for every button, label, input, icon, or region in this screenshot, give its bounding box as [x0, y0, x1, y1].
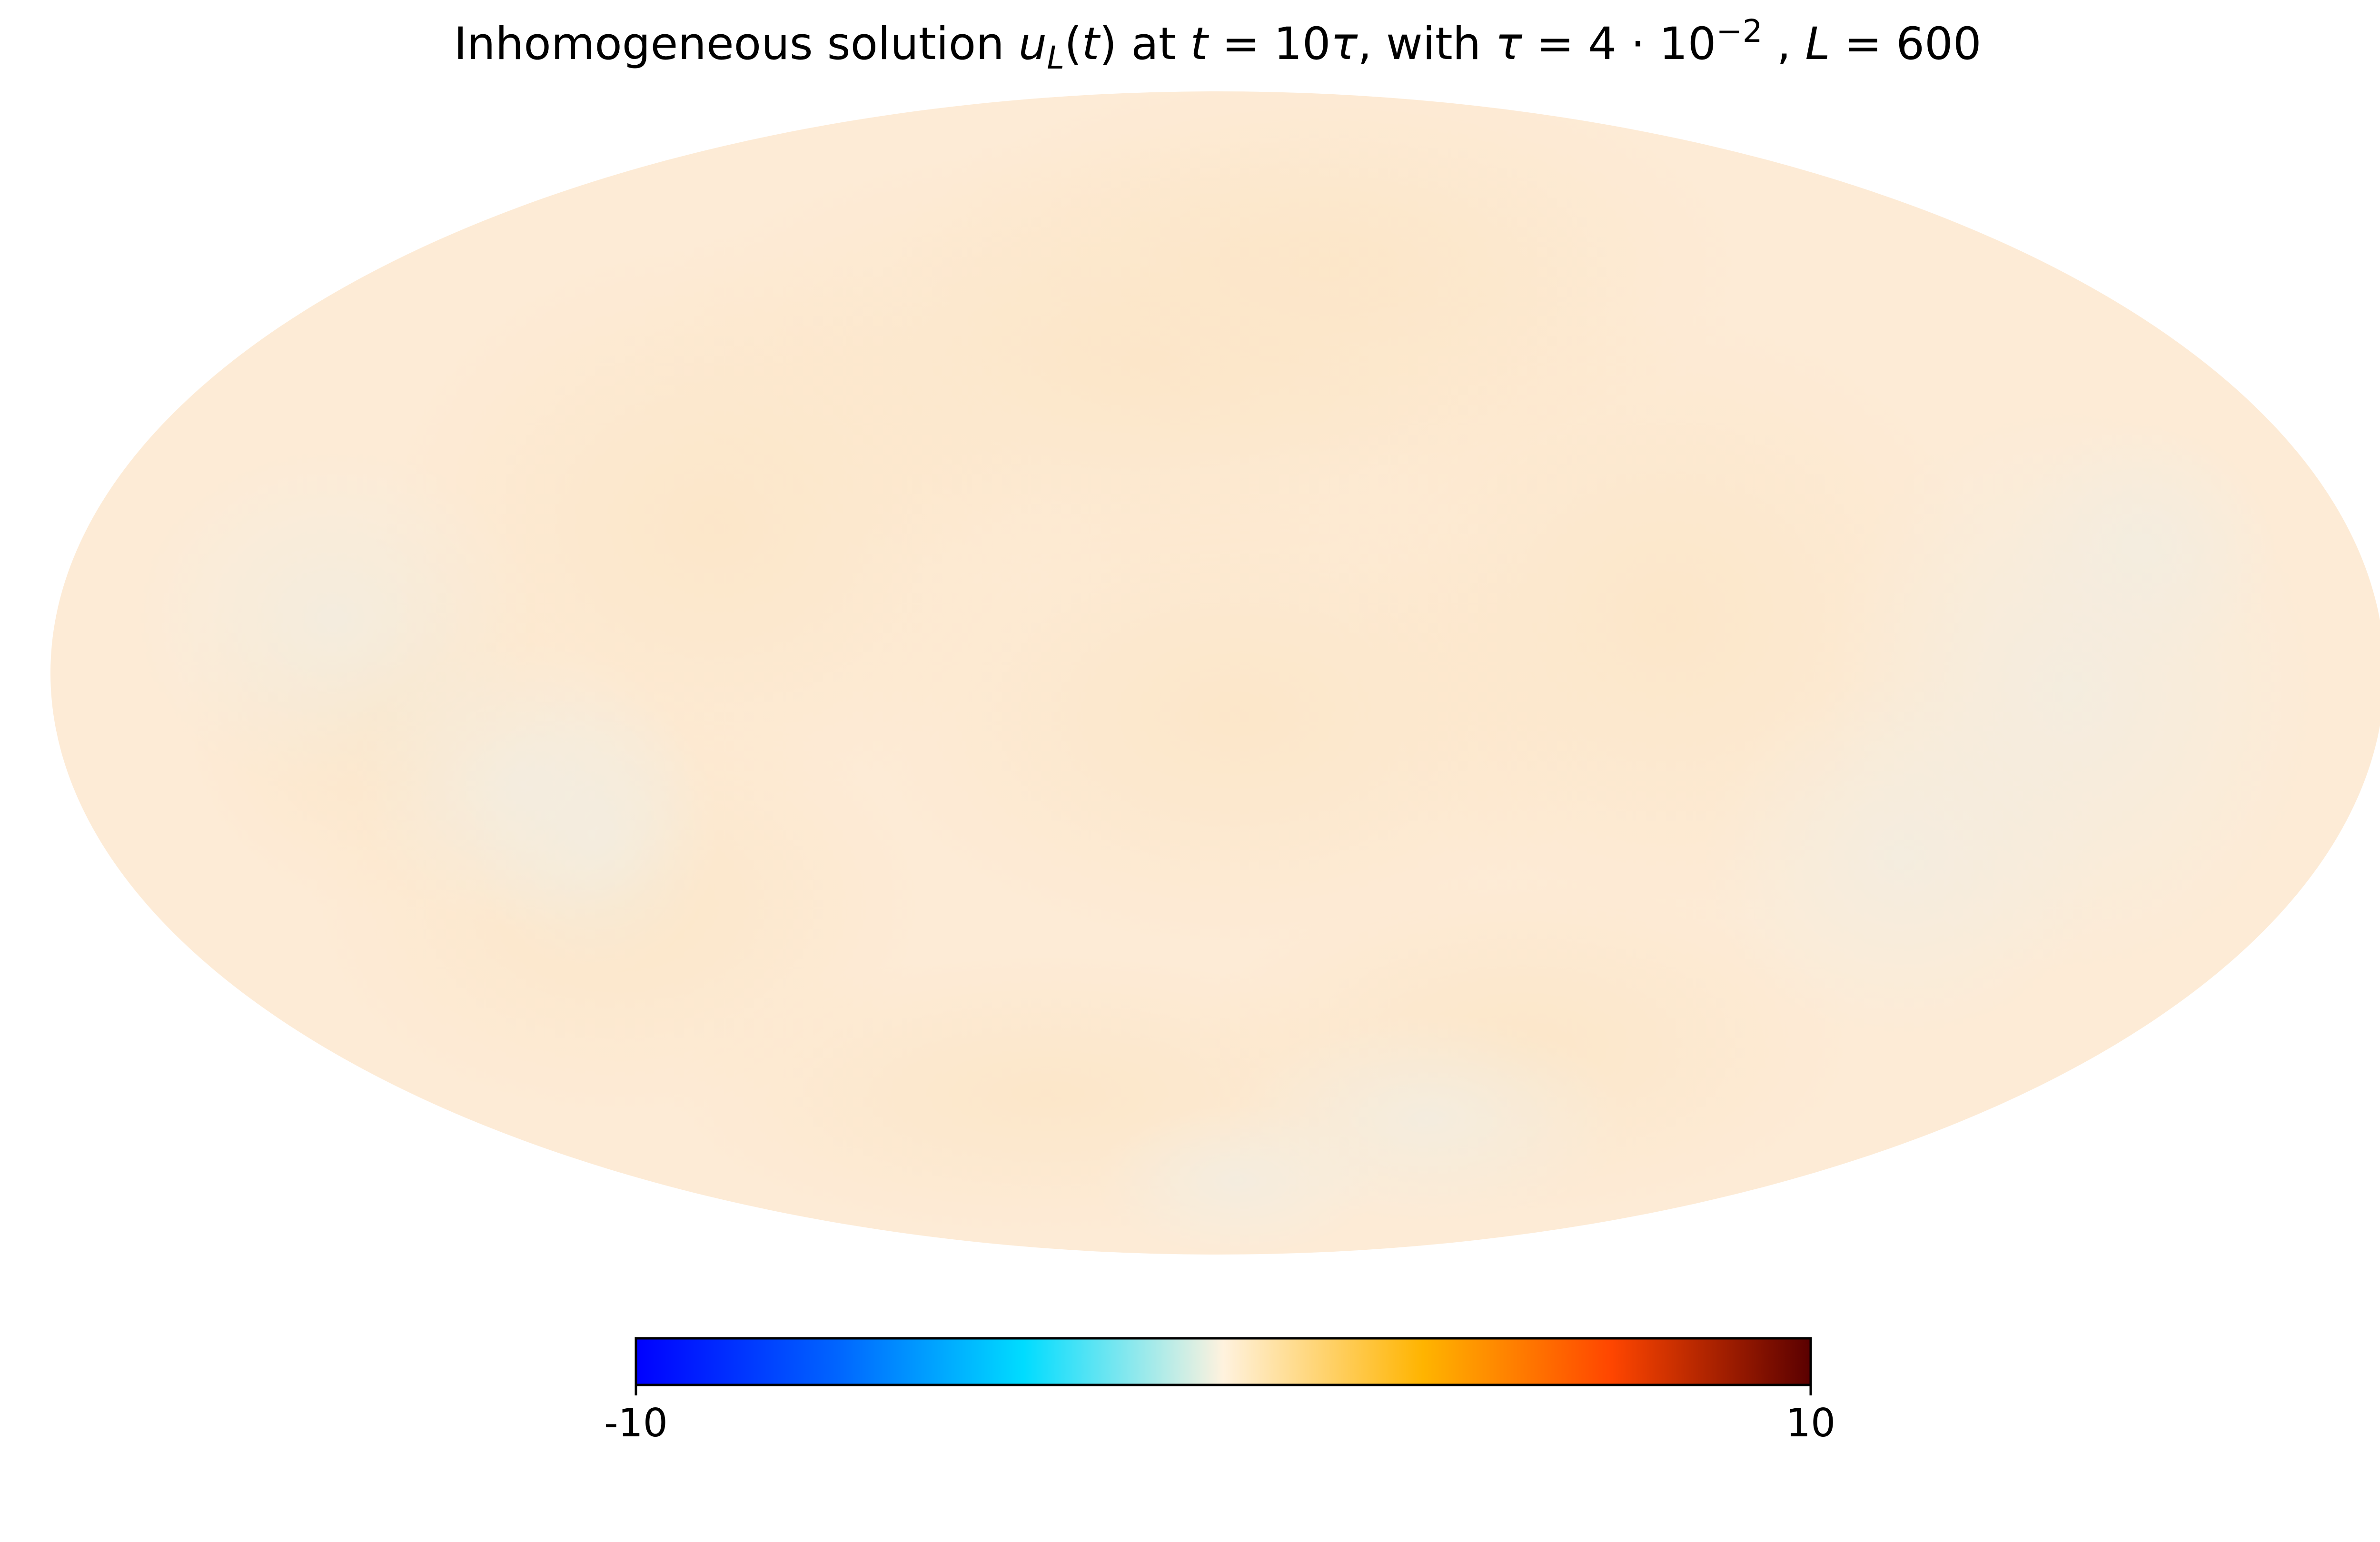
sky-map-patch: [1704, 676, 2104, 1038]
chart-title-segment: = 10: [1208, 18, 1330, 70]
chart-title-segment: ): [1100, 18, 1117, 70]
chart-title-segment: t: [1190, 18, 1210, 70]
chart-title-segment: Inhomogeneous solution: [454, 18, 1018, 70]
colorbar-tick-label: -10: [604, 1401, 668, 1446]
chart-title-segment: ,: [1763, 18, 1805, 70]
chart-title-segment: = 600: [1830, 18, 1982, 70]
sky-map: [50, 91, 2380, 1255]
chart-title-segment: u: [1019, 18, 1047, 70]
colorbar: -10 10: [604, 1337, 1835, 1446]
chart-title-segment: −2: [1716, 13, 1762, 49]
chart-title-segment: L: [1047, 40, 1064, 76]
sky-map-patch: [471, 690, 719, 976]
sky-map-patch: [857, 476, 1618, 952]
chart-title-segment: τ: [1495, 18, 1522, 70]
chart-title: Inhomogeneous solution uL(t) at t = 10τ,…: [454, 13, 1981, 76]
chart-title-segment: τ: [1331, 18, 1358, 70]
chart-title-segment: = 4 · 10: [1522, 18, 1716, 70]
chart-title-segment: L: [1805, 18, 1830, 70]
chart-title-segment: (: [1064, 18, 1082, 70]
chart-title-segment: at: [1117, 18, 1190, 70]
colorbar-ticks: -10 10: [604, 1385, 1835, 1446]
chart-title-segment: t: [1082, 18, 1101, 70]
colorbar-bar: [635, 1337, 1812, 1386]
sky-map-patches: [133, 91, 2318, 1255]
chart-title-segment: , with: [1358, 18, 1495, 70]
sky-map-patch: [1095, 1104, 1380, 1255]
sky-map-patch: [2009, 424, 2275, 671]
colorbar-tick-label: 10: [1786, 1401, 1835, 1446]
